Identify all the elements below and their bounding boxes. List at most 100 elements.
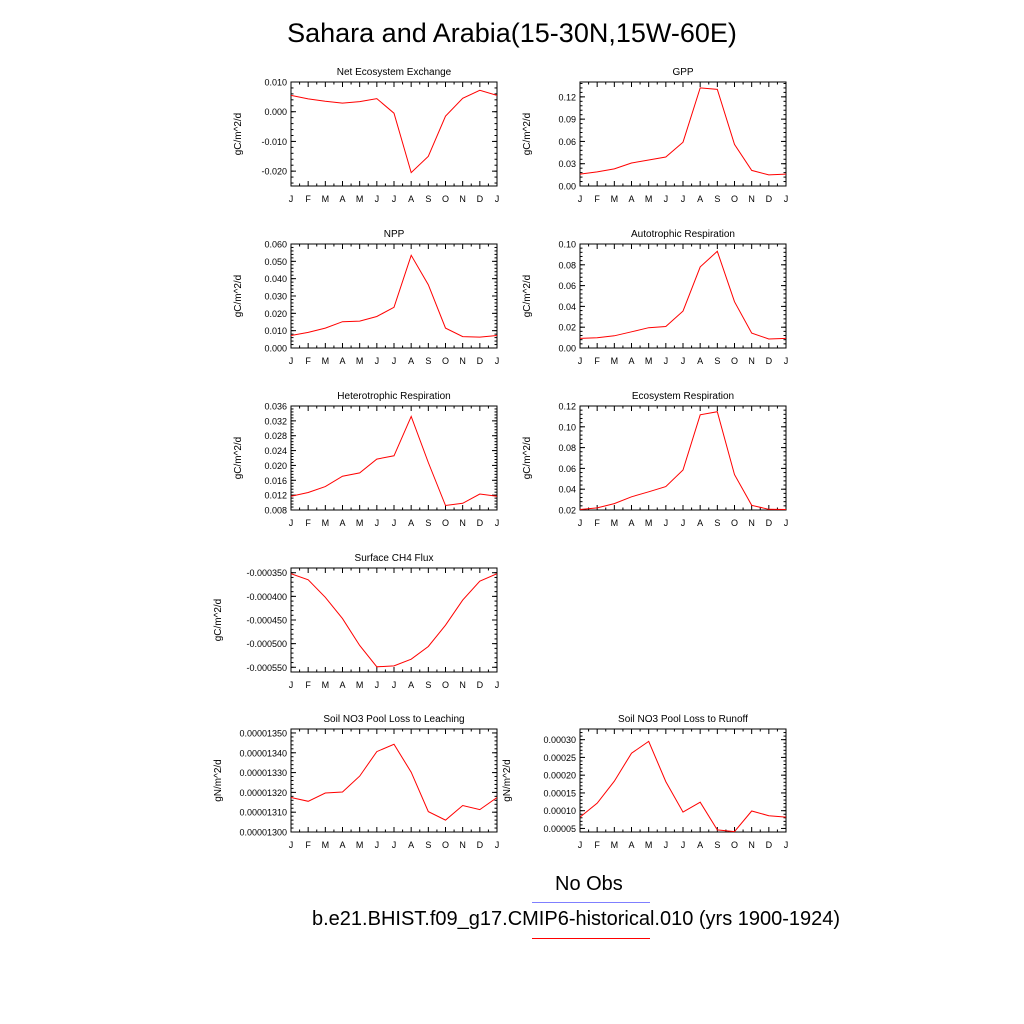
y-tick-label: -0.000500 xyxy=(246,639,287,649)
y-tick-label: 0.030 xyxy=(264,292,287,302)
x-tick-label: N xyxy=(459,680,466,690)
legend-obs-label: No Obs xyxy=(555,873,623,895)
x-tick-label: J xyxy=(375,680,380,690)
panel-title: Net Ecosystem Exchange xyxy=(337,67,452,78)
x-tick-label: J xyxy=(495,356,500,366)
y-tick-label: 0.06 xyxy=(558,281,576,291)
y-tick-label: 0.09 xyxy=(558,115,576,125)
y-axis-label: gN/m^2/d xyxy=(213,759,224,802)
y-tick-label: 0.08 xyxy=(558,443,576,453)
y-tick-label: 0.00001350 xyxy=(239,728,287,738)
y-tick-label: 0.040 xyxy=(264,274,287,284)
y-tick-label: 0.00001340 xyxy=(239,748,287,758)
y-tick-label: 0.00010 xyxy=(543,806,576,816)
panel-title: NPP xyxy=(384,229,405,240)
plot-frame xyxy=(579,81,787,187)
y-axis-label: gC/m^2/d xyxy=(522,437,533,480)
x-tick-label: D xyxy=(766,194,773,204)
y-tick-label: 0.00001300 xyxy=(239,828,287,838)
legend-model-label: b.e21.BHIST.f09_g17.CMIP6-historical.010… xyxy=(312,908,841,930)
x-tick-label: D xyxy=(766,840,773,850)
x-tick-label: O xyxy=(442,518,449,528)
y-axis-label: gC/m^2/d xyxy=(233,275,244,318)
x-tick-label: O xyxy=(731,840,738,850)
y-tick-label: 0.000 xyxy=(264,344,287,354)
x-tick-label: J xyxy=(664,194,669,204)
x-tick-label: S xyxy=(714,518,720,528)
plot-frame xyxy=(290,243,498,349)
x-tick-label: A xyxy=(697,194,703,204)
x-tick-label: N xyxy=(748,840,755,850)
plot-frame xyxy=(579,728,787,833)
panel-8: Soil NO3 Pool Loss to Leaching gN/m^2/d J F… xyxy=(213,714,499,850)
x-tick-label: J xyxy=(375,518,380,528)
x-tick-label: J xyxy=(784,518,789,528)
panel-title: GPP xyxy=(672,67,693,78)
y-tick-label: 0.08 xyxy=(558,260,576,270)
x-tick-label: M xyxy=(356,840,364,850)
plot-frame xyxy=(579,243,787,349)
y-tick-label: 0.008 xyxy=(264,506,287,516)
x-tick-label: J xyxy=(784,194,789,204)
series-line xyxy=(580,740,786,832)
x-tick-label: N xyxy=(748,194,755,204)
y-tick-label: 0.024 xyxy=(264,446,287,456)
plot-frame xyxy=(290,81,498,187)
y-tick-label: 0.020 xyxy=(264,461,287,471)
y-tick-label: 0.00 xyxy=(558,344,576,354)
x-tick-label: A xyxy=(339,356,345,366)
y-tick-label: 0.00020 xyxy=(543,771,576,781)
x-tick-label: J xyxy=(392,518,397,528)
series-line xyxy=(580,250,786,340)
x-tick-label: A xyxy=(697,356,703,366)
x-tick-label: S xyxy=(714,194,720,204)
y-tick-label: 0.036 xyxy=(264,402,287,412)
x-tick-label: J xyxy=(495,680,500,690)
x-tick-label: J xyxy=(392,356,397,366)
series-line xyxy=(291,743,497,821)
x-tick-label: A xyxy=(339,194,345,204)
x-tick-label: J xyxy=(578,356,583,366)
x-tick-label: D xyxy=(477,518,484,528)
y-tick-label: 0.020 xyxy=(264,309,287,319)
x-tick-label: N xyxy=(748,356,755,366)
y-tick-label: 0.12 xyxy=(558,402,576,412)
x-tick-label: J xyxy=(681,518,686,528)
y-tick-label: 0.00001310 xyxy=(239,808,287,818)
y-axis-label: gC/m^2/d xyxy=(522,113,533,156)
x-tick-label: O xyxy=(442,840,449,850)
x-tick-label: N xyxy=(459,518,466,528)
y-tick-label: 0.010 xyxy=(264,326,287,336)
x-tick-label: M xyxy=(356,194,364,204)
x-tick-label: N xyxy=(748,518,755,528)
y-tick-label: 0.10 xyxy=(558,422,576,432)
y-axis-label: gC/m^2/d xyxy=(233,113,244,156)
x-tick-label: M xyxy=(356,518,364,528)
x-tick-label: J xyxy=(578,194,583,204)
x-tick-label: F xyxy=(305,680,311,690)
x-tick-label: J xyxy=(495,194,500,204)
y-tick-label: 0.00030 xyxy=(543,735,576,745)
x-tick-label: S xyxy=(714,840,720,850)
x-tick-label: F xyxy=(594,840,600,850)
x-tick-label: O xyxy=(731,518,738,528)
y-tick-label: 0.00 xyxy=(558,182,576,192)
x-tick-label: J xyxy=(495,840,500,850)
x-tick-label: D xyxy=(477,840,484,850)
x-tick-label: M xyxy=(645,840,653,850)
x-tick-label: F xyxy=(594,356,600,366)
x-tick-label: F xyxy=(594,518,600,528)
series-line xyxy=(291,573,497,668)
x-tick-label: A xyxy=(408,680,414,690)
x-tick-label: A xyxy=(408,840,414,850)
panel-title: Soil NO3 Pool Loss to Leaching xyxy=(323,714,464,725)
panel-title: Ecosystem Respiration xyxy=(632,391,734,402)
x-tick-label: J xyxy=(289,356,294,366)
x-tick-label: S xyxy=(425,356,431,366)
y-tick-label: 0.03 xyxy=(558,159,576,169)
x-tick-label: A xyxy=(628,356,634,366)
y-tick-label: -0.000550 xyxy=(246,663,287,673)
